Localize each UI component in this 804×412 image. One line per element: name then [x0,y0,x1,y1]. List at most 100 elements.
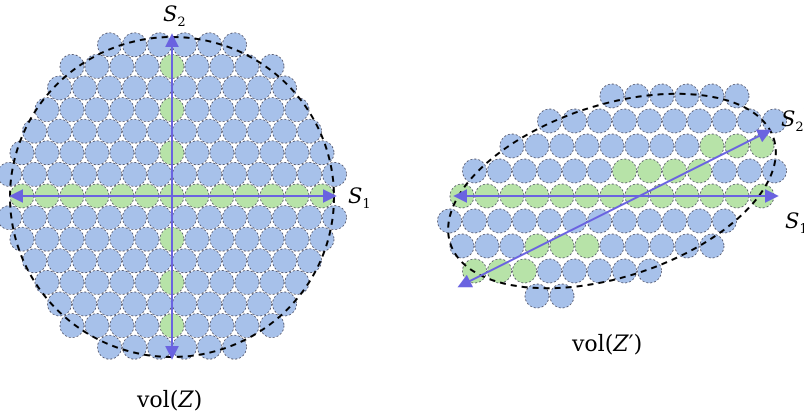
circle [662,208,687,234]
caption-suffix: ) [194,388,203,412]
circle [587,158,612,184]
circle [687,108,712,134]
circle [109,313,135,338]
circle [537,258,562,284]
circle [9,140,35,166]
circle [97,75,122,101]
circle [259,226,285,252]
circle [134,140,160,166]
circle [209,313,235,338]
circle [172,162,197,187]
label-main: S [781,107,795,131]
circle [247,248,272,274]
circle [197,32,222,58]
circle [9,226,35,252]
circle [34,97,60,122]
label-sub: 1 [362,197,370,212]
circle [549,133,575,159]
right-diagonal-axis-arrow [457,129,772,288]
circle [309,226,335,252]
caption-prime: ′ [629,332,634,357]
circle [172,291,197,317]
circle [272,162,297,187]
circle [234,97,260,122]
circle [247,205,272,230]
circle [147,32,172,58]
circle [109,97,135,122]
circle [649,83,675,109]
left-figure: S2 S1 vol(Z) [0,2,371,412]
circle [97,162,122,187]
circle [122,334,147,360]
circle [297,118,322,144]
circle [322,205,347,230]
circle [147,162,172,187]
circle [109,226,135,252]
circle [72,75,97,101]
circle [687,208,712,234]
circle [72,205,97,230]
circle [272,248,297,274]
circle [97,248,122,274]
circle [134,54,160,79]
circle [599,233,625,259]
circle [297,248,322,274]
circle [172,248,197,274]
circle [59,140,85,166]
circle [47,248,72,274]
circle [247,291,272,317]
circle [222,118,247,144]
circle [209,140,235,166]
circle [322,162,347,187]
circle [172,205,197,230]
label-sub: 1 [799,222,804,237]
circle [524,133,550,159]
label-sub: 2 [177,15,185,30]
circle [84,97,110,122]
circle [699,83,725,109]
right-figure: S2′ S1′ vol(Z′) [437,83,804,357]
caption-suffix: ) [634,332,643,357]
caption-prefix: vol( [136,388,178,412]
circle [84,226,110,252]
circle [197,248,222,274]
circle [47,291,72,317]
circle [222,334,247,360]
circle [184,270,210,295]
circle [599,133,625,159]
circle [487,158,512,184]
circle [72,291,97,317]
circle [234,313,260,338]
circle [499,133,525,159]
circle [259,140,285,166]
circle [537,158,562,184]
circle [197,291,222,317]
circle [34,140,60,166]
circle [22,205,47,230]
circle [109,140,135,166]
circle [34,270,60,295]
circle [197,75,222,101]
circle [84,270,110,295]
circle [674,133,700,159]
circle [712,158,737,184]
circle [272,291,297,317]
highlighted-circle [612,158,637,184]
circle [134,313,160,338]
right-boundary-ellipse [447,92,777,290]
circle [437,208,462,234]
circle [184,313,210,338]
circle [197,118,222,144]
circle [209,97,235,122]
circle [84,54,110,79]
label-main: S [163,2,177,26]
circle [147,291,172,317]
highlighted-circle [549,233,575,259]
circle [122,75,147,101]
caption-var: Z [177,388,194,412]
circle [84,140,110,166]
circle [562,108,587,134]
circle [222,248,247,274]
circle [272,118,297,144]
highlighted-circle [512,258,537,284]
